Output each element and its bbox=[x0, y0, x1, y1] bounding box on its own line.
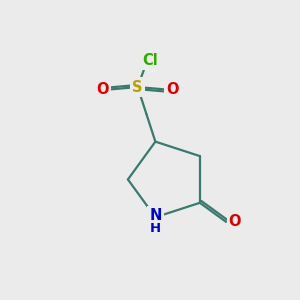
Text: O: O bbox=[166, 82, 178, 97]
Text: N: N bbox=[149, 208, 162, 223]
Text: Cl: Cl bbox=[143, 53, 158, 68]
Text: O: O bbox=[97, 82, 109, 97]
Text: S: S bbox=[132, 80, 143, 94]
Text: H: H bbox=[150, 222, 161, 235]
Text: O: O bbox=[229, 214, 241, 229]
